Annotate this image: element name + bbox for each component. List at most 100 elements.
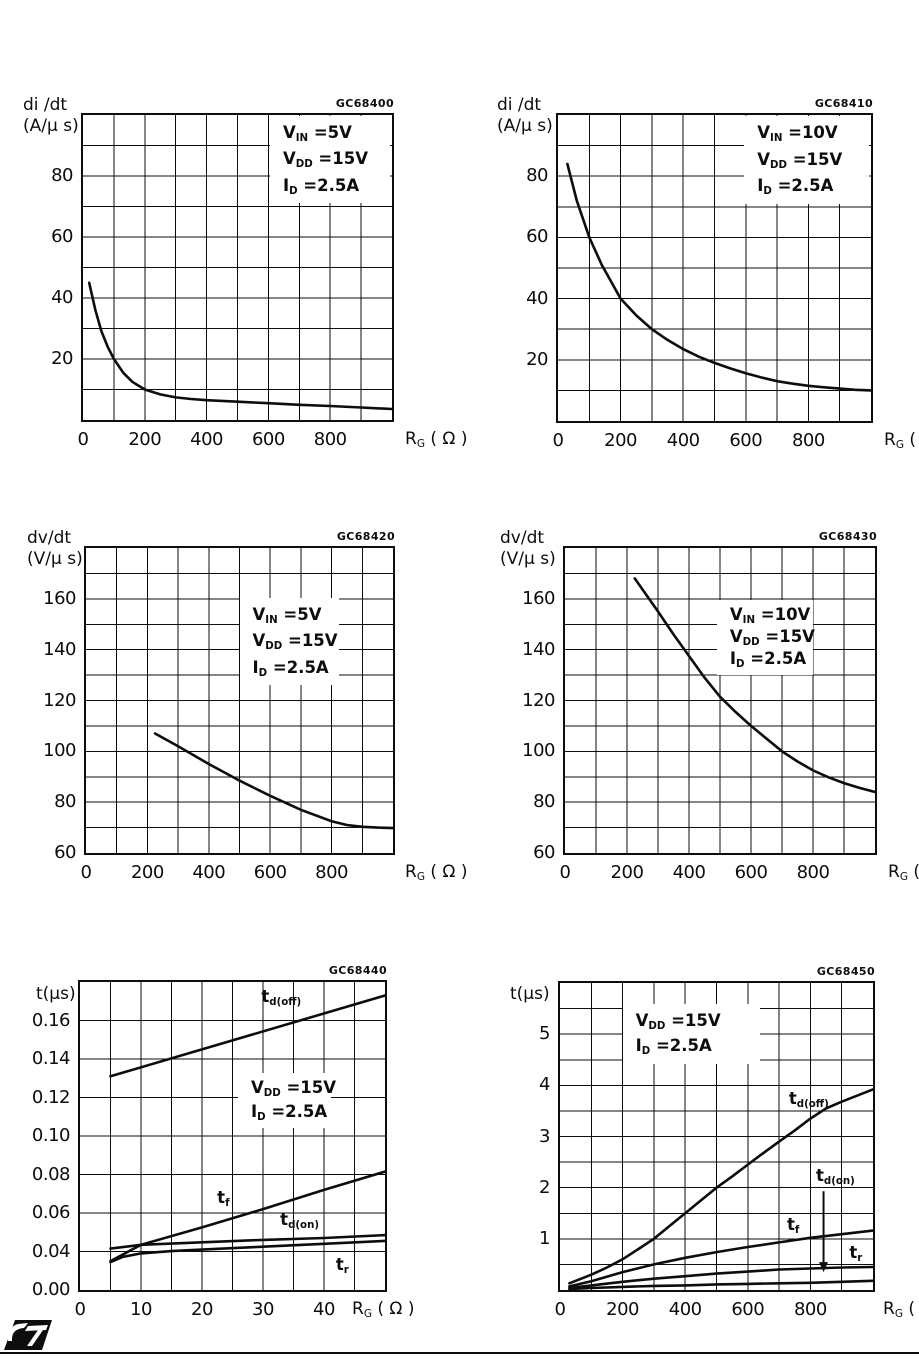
label-text: =15V <box>759 626 815 646</box>
label-text: V <box>252 631 266 651</box>
condition-line: ID =2.5A <box>251 1102 327 1123</box>
x-axis-title: RG ( Ω ) <box>352 1299 414 1320</box>
subscript-text: f <box>225 1197 230 1209</box>
y-tick-label: 40 <box>51 287 73 308</box>
subscript-text: DD <box>265 641 283 653</box>
x-tick-label: 800 <box>313 429 347 450</box>
subscript-text: D <box>641 1046 651 1058</box>
subscript-text: d(off) <box>269 997 302 1009</box>
curve-label-td-on-label: td(on) <box>230 1210 370 1231</box>
condition-line: VIN =5V <box>253 605 336 626</box>
chart-code: GC68440 <box>328 964 387 977</box>
label-text: =5V <box>277 605 322 625</box>
label-text: R <box>884 430 896 450</box>
y-axis-title: dv/dt (V/μ s) <box>27 528 83 570</box>
conditions-box: VIN =5V VDD =15V ID =2.5A <box>269 116 391 204</box>
label-text: t <box>335 1254 344 1274</box>
conditions-box: VDD =15V ID =2.5A <box>622 1004 761 1064</box>
x-tick-label: 40 <box>313 1299 335 1320</box>
x-tick-label: 800 <box>315 862 349 883</box>
label-text: I <box>282 175 290 195</box>
y-axis-title-line: (A/μ s) <box>23 116 79 136</box>
label-text: t <box>280 1209 289 1229</box>
chart-code: GC68430 <box>818 530 877 543</box>
y-tick-label: 120 <box>43 689 76 711</box>
label-text: V <box>729 626 743 646</box>
subscript-text: d(on) <box>823 1176 855 1188</box>
conditions-box: VIN =10V VDD =15V ID =2.5A <box>744 116 870 204</box>
curve-tf <box>109 1170 385 1263</box>
x-tick-label: 200 <box>606 1299 640 1320</box>
x-tick-label: 0 <box>74 1299 86 1320</box>
subscript-text: DD <box>770 159 787 171</box>
y-tick-label: 0.00 <box>31 1279 71 1300</box>
label-text: I <box>250 1102 258 1121</box>
x-tick-label: 0 <box>77 429 89 450</box>
label-text: I <box>757 176 764 196</box>
subscript-text: D <box>258 667 268 679</box>
y-tick-label: 0.08 <box>31 1163 71 1185</box>
condition-line: ID =2.5A <box>636 1036 757 1057</box>
plot-area: VDD =15V ID =2.5A <box>558 981 875 1292</box>
y-tick-label: 80 <box>526 165 548 187</box>
x-tick-label: 200 <box>610 862 644 883</box>
conditions-box: VIN =5V VDD =15V ID =2.5A <box>239 598 340 686</box>
label-text: =5V <box>308 122 352 142</box>
subscript-text: G <box>363 1307 372 1320</box>
curve-label-tr-label: tr <box>786 1243 919 1264</box>
label-text: V <box>252 605 266 625</box>
label-text: =15V <box>665 1010 721 1030</box>
subscript-text: D <box>763 185 772 197</box>
y-axis-title-line: (A/μ s) <box>497 116 553 136</box>
label-text: V <box>757 149 771 169</box>
grid-and-curves <box>86 548 393 853</box>
label-text: =2.5A <box>297 175 360 195</box>
curve-td-on <box>568 1265 873 1290</box>
condition-line: VIN =10V <box>729 604 810 626</box>
y-tick-label: 2 <box>539 1176 550 1198</box>
y-axis-title-line: t(μs) <box>510 984 550 1004</box>
subscript-text: G <box>416 870 425 883</box>
x-tick-label: 600 <box>251 429 285 450</box>
x-tick-label: 800 <box>793 1299 827 1320</box>
y-tick-label: 140 <box>522 638 555 660</box>
label-text: =2.5A <box>744 649 807 668</box>
x-axis-title: RG ( Ω ) <box>888 862 919 883</box>
label-text: V <box>757 123 771 143</box>
x-tick-label: 400 <box>192 862 226 883</box>
y-tick-label: 80 <box>533 791 555 813</box>
y-tick-label: 0.14 <box>31 1048 71 1069</box>
condition-line: ID =2.5A <box>253 658 336 679</box>
x-tick-label: 400 <box>190 429 224 450</box>
curve-label-td-off-label: td(off) <box>211 987 351 1008</box>
x-tick-label: 800 <box>791 430 825 451</box>
label-text: ( Ω ) <box>424 429 468 449</box>
label-text: R <box>883 1299 895 1319</box>
x-axis-title: RG ( Ω ) <box>883 1299 919 1320</box>
y-tick-label: 0.04 <box>31 1240 71 1262</box>
y-tick-label: 0.10 <box>31 1125 71 1146</box>
label-text: R <box>405 429 417 449</box>
label-text: V <box>729 604 743 624</box>
label-text: V <box>635 1010 649 1030</box>
y-axis-title-line: (V/μ s) <box>500 549 556 569</box>
condition-line: ID =2.5A <box>730 649 809 670</box>
condition-line: VIN =10V <box>757 123 865 144</box>
subscript-text: d(off) <box>796 1098 829 1110</box>
plot-area: VIN =5V VDD =15V ID =2.5A <box>81 113 394 422</box>
label-text: t <box>788 1088 797 1108</box>
label-text: V <box>282 149 296 169</box>
x-tick-label: 800 <box>796 862 830 883</box>
chart-code: GC68450 <box>816 965 875 978</box>
footer-rule <box>0 1352 919 1354</box>
condition-line: VIN =5V <box>283 123 387 144</box>
x-tick-label: 200 <box>128 429 162 450</box>
subscript-text: DD <box>295 159 313 171</box>
plot-area: VIN =5V VDD =15V ID =2.5A <box>84 546 395 855</box>
curve-label-tr-label: tr <box>272 1255 412 1276</box>
subscript-text: IN <box>742 614 756 626</box>
y-axis-title-line: di /dt <box>497 95 542 115</box>
